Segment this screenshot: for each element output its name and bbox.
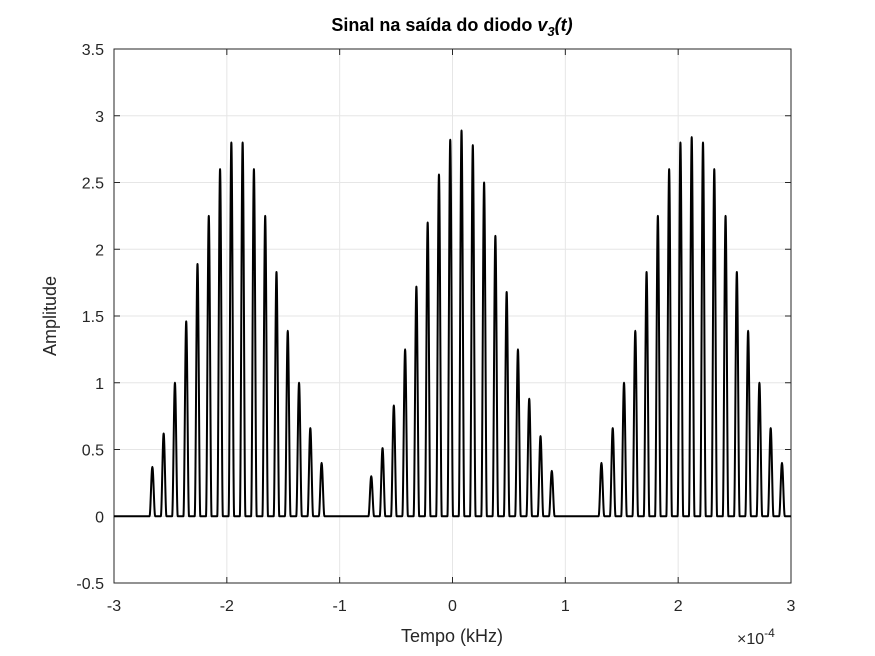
y-axis-label: Amplitude	[40, 276, 60, 356]
y-tick-label: 0	[95, 509, 104, 526]
y-tick-label: 2.5	[82, 176, 104, 193]
x-tick-label: -1	[333, 598, 347, 615]
chart-title: Sinal na saída do diodo v3(t)	[331, 15, 572, 39]
y-tick-label: 1.5	[82, 309, 104, 326]
chart-title-subscript: 3	[547, 24, 555, 39]
x-tick-label: 0	[448, 598, 457, 615]
x-tick-label: 2	[674, 598, 683, 615]
y-tick-label: 3	[95, 109, 104, 126]
plot-area-frame	[113, 48, 792, 584]
chart-title-argument: (t)	[555, 15, 573, 35]
x-exponent-label: ×10-4	[737, 626, 775, 648]
y-tick-label: 3.5	[82, 42, 104, 59]
x-tick-labels: -3 -2 -1 0 1 2 3	[107, 598, 796, 615]
y-tick-label: 2	[95, 242, 104, 259]
x-tick-label: 3	[787, 598, 796, 615]
x-tick-label: 1	[561, 598, 570, 615]
chart-title-text: Sinal na saída do diodo	[331, 15, 532, 35]
signal-line	[114, 129, 791, 518]
y-tick-label: 1	[95, 376, 104, 393]
y-tick-labels: -0.5 0 0.5 1 1.5 2 2.5 3 3.5	[76, 42, 104, 593]
y-tick-label: -0.5	[76, 576, 104, 593]
x-tick-label: -3	[107, 598, 121, 615]
y-tick-label: 0.5	[82, 443, 104, 460]
chart-title-variable: v	[537, 15, 548, 35]
x-tick-label: -2	[220, 598, 234, 615]
x-axis-label: Tempo (kHz)	[401, 626, 503, 646]
